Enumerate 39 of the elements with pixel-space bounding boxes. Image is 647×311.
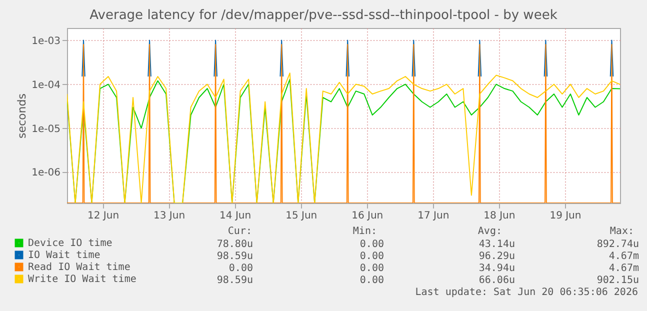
y-tick-label: 1e-03	[32, 36, 60, 47]
x-tick-label: 19 Jun	[550, 210, 582, 222]
text: 0.00	[228, 263, 253, 274]
text: 0.00	[360, 251, 384, 262]
text: 0.00	[360, 275, 384, 286]
x-tick-label: 12 Jun	[88, 210, 120, 222]
text: Avg:	[478, 226, 502, 237]
text: 66.06u	[478, 275, 515, 286]
x-tick-label: 15 Jun	[286, 210, 318, 222]
text: 43.14u	[478, 239, 515, 250]
legend-label: IO Wait time	[28, 250, 100, 261]
text: 892.74u	[596, 239, 639, 250]
text: 4.67m	[608, 263, 639, 274]
text: 34.94u	[478, 263, 515, 274]
text: Cur:	[228, 226, 252, 237]
y-tick-label: 1e-06	[32, 168, 60, 179]
text: 0.00	[360, 263, 384, 274]
text: 98.59u	[216, 275, 253, 286]
x-tick-label: 17 Jun	[418, 210, 450, 222]
text: 0.00	[360, 239, 384, 250]
x-tick-label: 18 Jun	[484, 210, 516, 222]
x-tick-label: 14 Jun	[220, 210, 252, 222]
x-tick-label: 13 Jun	[154, 210, 186, 222]
text: Min:	[352, 226, 377, 237]
y-tick-label: 1e-04	[32, 80, 60, 91]
text: Max:	[610, 226, 634, 237]
text: 902.15u	[596, 275, 639, 286]
text: 78.80u	[216, 239, 253, 250]
y-axis-title: seconds	[16, 93, 29, 138]
legend-label: Write IO Wait time	[28, 274, 136, 285]
legend-label: Read IO Wait time	[28, 262, 130, 273]
text: 4.67m	[608, 251, 639, 262]
x-tick-label: 16 Jun	[352, 210, 384, 222]
text: 96.29u	[478, 251, 515, 262]
legend-label: Device IO time	[28, 238, 112, 249]
text: Last update: Sat Jun 20 06:35:06 2026	[415, 287, 638, 298]
y-tick-label: 1e-05	[32, 124, 60, 135]
chart-title: Average latency for /dev/mapper/pve--ssd-ssd--thinpool-tpool - by week	[90, 8, 558, 23]
text: 98.59u	[216, 251, 253, 262]
